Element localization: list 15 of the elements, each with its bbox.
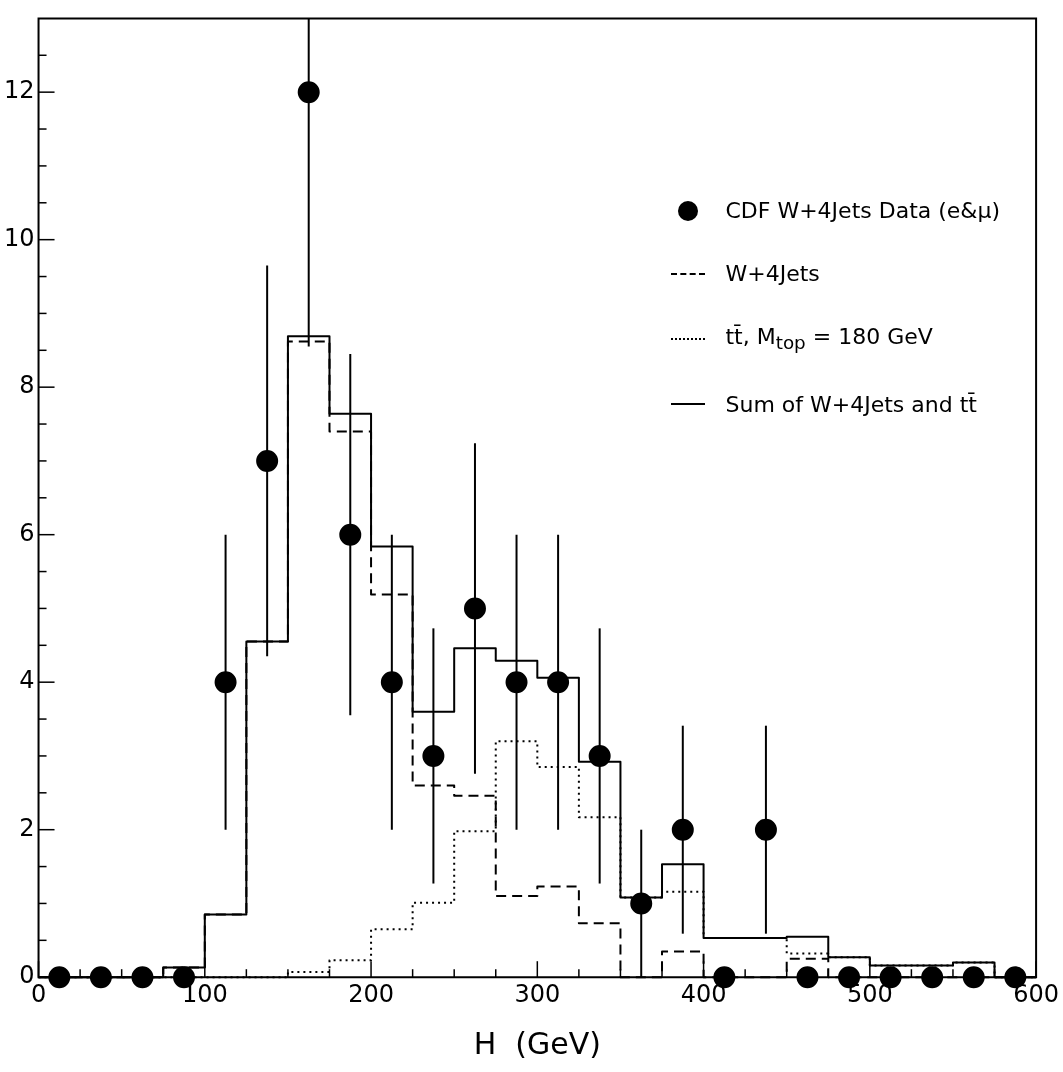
x-tick-label: 300 — [514, 979, 561, 1008]
x-axis-title: H (GeV) — [473, 1025, 601, 1061]
x-tick-label: 600 — [1013, 979, 1059, 1008]
legend-label: tt̄, M$_{top}$ = 180 GeV — [725, 324, 933, 354]
y-tick-label: 4 — [19, 666, 35, 695]
y-tick-label: 2 — [19, 813, 35, 842]
y-tick-label: 12 — [3, 76, 35, 105]
y-tick-label: 8 — [19, 371, 35, 400]
legend-label: CDF W+4Jets Data (e&μ) — [725, 198, 1001, 224]
y-tick-label: 6 — [19, 518, 35, 547]
legend-label: Sum of W+4Jets and tt̄ — [725, 391, 977, 417]
y-tick-label: 10 — [3, 223, 35, 252]
legend-label: W+4Jets — [725, 261, 820, 287]
x-tick-label: 100 — [181, 979, 228, 1008]
x-tick-label: 200 — [348, 979, 394, 1008]
